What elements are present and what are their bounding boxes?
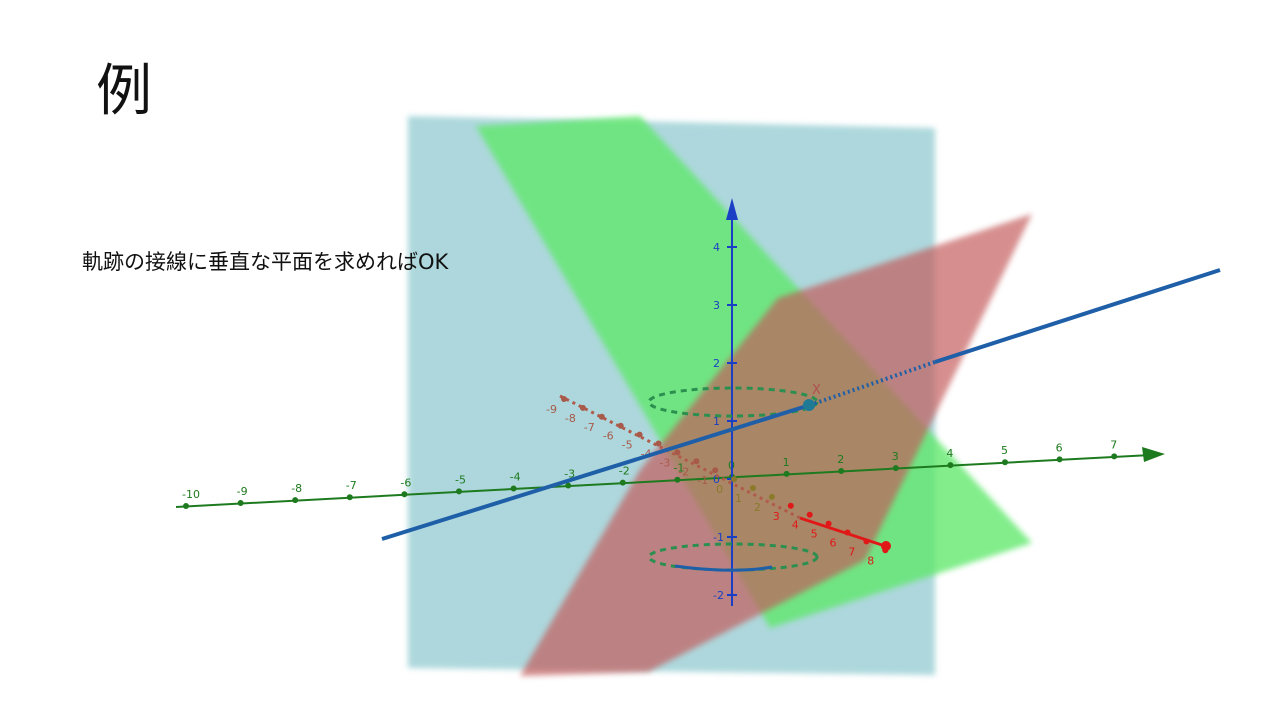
red-axis-tick-mark [636,431,643,438]
upper-circle [647,386,819,418]
green-axis-tick-mark [237,500,244,507]
green-axis-tick-mark [947,462,954,469]
blue-axis-ticks: 4 3 2 1 0 -1 -2 [713,241,737,602]
blue-axis-tick-label: -2 [713,589,724,602]
blue-axis-tick-label: 1 [713,415,720,428]
red-axis-tick-mark [844,529,851,536]
red-axis-tick-mark [655,440,662,447]
green-axis-tick-label: -2 [619,465,630,478]
blue-axis-tick-label: 2 [713,357,720,370]
red-axis-tick-mark [693,458,700,465]
green-axis-tick-label: -4 [510,470,521,483]
red-plane [520,214,1032,676]
blue-axis-tick-label: 4 [713,241,720,254]
red-axis-tick-label: 8 [867,554,874,567]
blue-axis-tick-label: 3 [713,299,720,312]
green-axis-tick-mark [1111,453,1118,460]
red-axis-tick-label: -8 [565,412,576,425]
slide-title: 例 [96,59,152,124]
point-x [803,399,815,411]
green-axis-arrow [1142,447,1165,462]
red-axis-tick-mark [787,502,794,509]
red-axis-tick-mark [674,449,681,456]
red-axis-tick-mark [561,396,567,402]
red-axis-tick-label: 3 [773,510,780,523]
red-axis-front [799,516,886,548]
green-axis-tick-label: -9 [237,485,248,498]
green-axis-tick-mark [1002,459,1008,466]
blue-axis-tick-label: 0 [713,473,720,486]
green-axis-tick-label: -7 [346,479,357,492]
green-axis-tick-mark [783,470,790,477]
green-axis-tick-label: 4 [946,447,953,460]
point-x-label: X [812,383,821,398]
red-axis-tick-label: -9 [546,403,557,416]
green-axis-tick-mark [456,488,462,495]
green-axis-tick-mark [838,467,845,474]
green-axis-tick-label: 5 [1001,444,1008,457]
red-axis-tick-mark [617,422,624,429]
blue-axis-tick-label: -1 [713,531,724,544]
tangent-line-dotted [809,360,936,407]
green-axis-tick-mark [1056,456,1063,463]
red-axis-tick-mark [598,413,605,420]
red-axis-tick-label: -1 [697,474,708,487]
green-axis-tick-label: 3 [892,450,899,463]
green-axis-tick-mark [565,482,572,489]
red-axis-tick-label: -4 [641,448,652,461]
red-axis-tick-label: 2 [754,501,761,514]
green-axis [175,454,1151,508]
green-axis-tick-mark [183,502,189,509]
red-axis-tick-mark [863,538,870,545]
red-axis-tick-mark [731,476,738,483]
red-axis-tick-mark [750,485,756,491]
red-axis-tick-label: 6 [830,537,837,550]
red-axis-tick-label: -3 [659,456,670,469]
green-axis-tick-label: 7 [1110,438,1117,451]
green-axis-tick-label: -3 [564,468,575,481]
green-axis-tick-mark [346,494,353,501]
lower-circle-front [674,564,773,572]
green-axis-tick-label: 6 [1056,441,1063,454]
red-axis-tick-label: 0 [716,483,723,496]
green-axis-tick-label: 2 [837,453,844,466]
green-axis-tick-mark [292,497,299,504]
green-axis-tick-label: 1 [783,456,790,469]
green-axis-tick-label: -8 [291,482,302,495]
green-axis-tick-mark [401,491,408,498]
red-axis-tick-label: 1 [735,492,742,505]
red-axis-tick-label: -6 [603,430,614,443]
red-axis-tick-mark [712,467,719,474]
green-axis-tick-label: -10 [182,488,200,501]
red-axis-tick-label: 4 [792,519,799,532]
red-axis-tick-label: 5 [811,528,818,541]
red-axis-tick-mark [806,511,813,518]
green-axis-tick-mark [892,465,899,472]
green-axis-tick-label: -1 [673,462,684,475]
green-axis-tick-mark [510,485,517,492]
slide-body-text: 軌跡の接線に垂直な平面を求めればOK [82,250,449,274]
tangent-line-front [381,403,811,541]
red-axis-tick-mark [579,404,586,411]
red-axis-tick-label: -5 [622,439,633,452]
blue-axis-arrow [726,198,738,220]
green-axis-tick-label: -6 [400,476,411,489]
red-axis-tick-label: 7 [848,545,855,558]
lower-circle [647,542,819,572]
green-axis-tick-mark [674,476,681,483]
green-axis-tick-label: -5 [455,473,466,486]
red-axis-tick-mark [825,520,832,527]
tangent-line-back [934,268,1221,364]
red-axis-tick-mark [882,547,889,554]
red-axis-tick-label: -7 [584,421,595,434]
green-axis-tick-mark [619,479,626,486]
red-axis-tick-label: -2 [678,465,689,478]
red-axis-tick-mark [768,493,775,500]
